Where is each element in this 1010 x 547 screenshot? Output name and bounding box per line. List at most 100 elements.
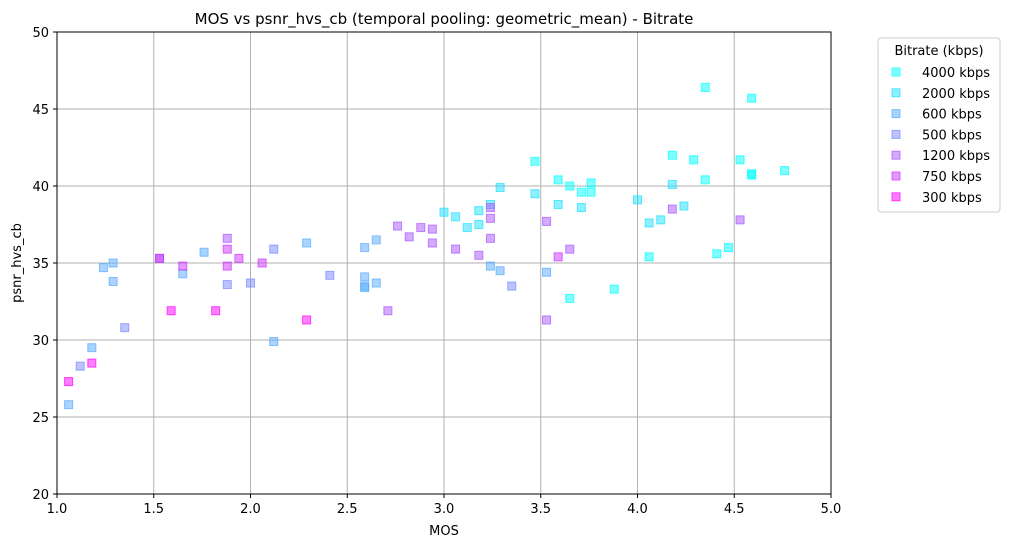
legend-marker	[891, 109, 901, 119]
y-tick-label: 40	[32, 180, 49, 195]
data-point	[586, 187, 596, 197]
data-point	[439, 207, 449, 217]
x-tick-label: 1.0	[47, 502, 68, 517]
data-point	[633, 195, 642, 205]
y-tick-label: 50	[32, 26, 49, 41]
data-point	[485, 261, 495, 271]
legend-marker	[891, 171, 901, 181]
data-point	[507, 281, 517, 291]
data-point	[166, 306, 176, 316]
data-point	[700, 175, 710, 185]
legend-label: 2000 kbps	[922, 87, 990, 102]
data-point	[565, 244, 575, 254]
grid-lines	[56, 31, 832, 495]
data-point	[530, 189, 540, 199]
data-point	[576, 187, 586, 197]
data-points	[64, 82, 790, 410]
x-tick-label: 3.0	[434, 502, 455, 517]
data-point	[416, 223, 426, 233]
series-500-kbps	[75, 244, 517, 371]
series-600-kbps	[64, 235, 552, 410]
y-tick-label: 20	[32, 488, 49, 503]
data-point	[211, 306, 221, 316]
data-point	[576, 203, 586, 213]
data-point	[246, 278, 255, 288]
legend-title: Bitrate (kbps)	[894, 44, 983, 59]
x-tick-label: 4.5	[724, 502, 745, 517]
y-tick-label: 45	[32, 103, 49, 118]
data-point	[222, 261, 232, 271]
data-point	[679, 201, 689, 211]
data-point	[108, 276, 118, 286]
legend-items: 4000 kbps 2000 kbps 600 kbps 500 kbps 1200 k…	[891, 66, 990, 206]
data-point	[609, 284, 619, 294]
data-point	[360, 243, 370, 253]
x-tick-label: 2.0	[240, 502, 261, 517]
data-point	[234, 253, 244, 263]
data-point	[780, 166, 790, 176]
legend-marker	[891, 88, 901, 98]
data-point	[269, 337, 279, 347]
legend-label: 4000 kbps	[922, 66, 990, 81]
data-point	[542, 216, 552, 226]
data-point	[485, 213, 495, 223]
data-point	[474, 206, 484, 216]
legend-label: 500 kbps	[922, 128, 982, 143]
series-1200-kbps	[155, 203, 745, 325]
data-point	[735, 155, 745, 165]
x-axis-label: MOS	[429, 524, 459, 539]
legend-label: 600 kbps	[922, 108, 982, 123]
legend-marker	[891, 129, 901, 139]
data-point	[723, 243, 733, 253]
y-tick-label: 25	[32, 411, 49, 426]
series-750-kbps	[155, 244, 563, 271]
data-point	[667, 150, 677, 160]
data-point	[485, 233, 495, 243]
data-point	[302, 315, 312, 325]
data-point	[474, 220, 484, 229]
data-point	[667, 179, 677, 189]
data-point	[257, 258, 267, 268]
data-point	[64, 377, 74, 387]
legend-label: 750 kbps	[922, 170, 982, 185]
data-point	[75, 361, 85, 371]
data-point	[302, 238, 312, 248]
data-point	[371, 235, 381, 245]
data-point	[178, 261, 188, 271]
data-point	[393, 221, 403, 231]
data-point	[64, 400, 74, 410]
chart-title: MOS vs psnr_hvs_cb (temporal pooling: ge…	[195, 10, 694, 29]
series-2000-kbps	[439, 179, 689, 233]
y-axis-ticks: 20 25 30 35 40 45 50	[32, 26, 57, 503]
data-point	[383, 306, 393, 316]
data-point	[108, 258, 118, 268]
data-point	[120, 323, 130, 333]
x-tick-label: 1.5	[143, 502, 164, 517]
data-point	[495, 266, 505, 276]
data-point	[222, 244, 232, 254]
data-point	[199, 247, 209, 257]
x-axis-ticks: 1.0 1.5 2.0 2.5 3.0 3.5 4.0 4.5 5.0	[47, 494, 841, 517]
data-point	[689, 155, 699, 165]
data-point	[371, 278, 381, 288]
legend: Bitrate (kbps) 4000 kbps 2000 kbps 600 kbp…	[877, 37, 1001, 213]
data-point	[360, 281, 370, 291]
data-point	[712, 249, 722, 259]
data-point	[451, 244, 461, 254]
legend-marker	[891, 150, 901, 160]
data-point	[553, 199, 563, 209]
data-point	[87, 343, 97, 353]
data-point	[553, 175, 563, 185]
y-tick-label: 35	[32, 257, 49, 272]
legend-box	[877, 37, 1001, 213]
data-point	[427, 238, 437, 248]
legend-label: 300 kbps	[922, 191, 982, 206]
data-point	[565, 181, 575, 191]
x-tick-label: 4.0	[627, 502, 648, 517]
data-point	[451, 212, 461, 222]
data-point	[667, 204, 677, 214]
data-point	[747, 93, 757, 103]
legend-marker	[891, 192, 901, 202]
series-4000-kbps	[530, 82, 790, 303]
data-point	[735, 215, 745, 225]
